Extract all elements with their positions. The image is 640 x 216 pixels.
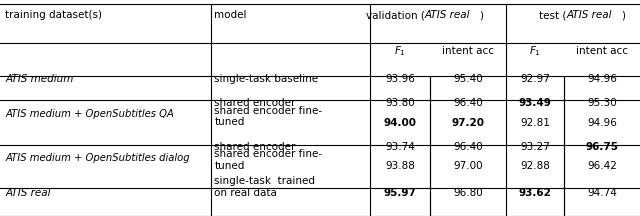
Text: 97.00: 97.00 — [453, 161, 483, 171]
Text: 94.96: 94.96 — [588, 118, 617, 128]
Text: 94.00: 94.00 — [383, 118, 417, 128]
Text: 94.74: 94.74 — [588, 188, 617, 198]
Text: 93.49: 93.49 — [518, 98, 552, 108]
Text: validation (: validation ( — [366, 10, 425, 20]
Text: 92.81: 92.81 — [520, 118, 550, 128]
Text: $F_1$: $F_1$ — [529, 44, 541, 58]
Text: ): ) — [621, 10, 625, 20]
Text: ): ) — [479, 10, 483, 20]
Text: 94.96: 94.96 — [588, 74, 617, 84]
Text: 93.27: 93.27 — [520, 142, 550, 152]
Text: intent acc: intent acc — [442, 46, 494, 56]
Text: ATIS medium + OpenSubtitles QA: ATIS medium + OpenSubtitles QA — [5, 109, 174, 119]
Text: shared encoder: shared encoder — [214, 142, 296, 152]
Text: 92.88: 92.88 — [520, 161, 550, 171]
Text: 92.97: 92.97 — [520, 74, 550, 84]
Text: single-task  trained
on real data: single-task trained on real data — [214, 176, 316, 198]
Text: test (: test ( — [539, 10, 566, 20]
Text: 96.75: 96.75 — [586, 142, 619, 152]
Text: 93.80: 93.80 — [385, 98, 415, 108]
Text: single-task baseline: single-task baseline — [214, 74, 319, 84]
Text: 93.74: 93.74 — [385, 142, 415, 152]
Text: 97.20: 97.20 — [451, 118, 484, 128]
Text: shared encoder: shared encoder — [214, 98, 296, 108]
Text: 95.97: 95.97 — [383, 188, 417, 198]
Text: model: model — [214, 10, 247, 20]
Text: 93.62: 93.62 — [518, 188, 552, 198]
Text: ATIS medium: ATIS medium — [5, 74, 74, 84]
Text: ATIS real: ATIS real — [5, 188, 51, 198]
Text: training dataset(s): training dataset(s) — [5, 10, 102, 20]
Text: shared encoder fine-
tuned: shared encoder fine- tuned — [214, 149, 323, 171]
Text: $F_1$: $F_1$ — [394, 44, 406, 58]
Text: ATIS medium + OpenSubtitles dialog: ATIS medium + OpenSubtitles dialog — [5, 153, 189, 163]
Text: shared encoder fine-
tuned: shared encoder fine- tuned — [214, 105, 323, 127]
Text: 96.42: 96.42 — [588, 161, 617, 171]
Text: 93.88: 93.88 — [385, 161, 415, 171]
Text: 96.40: 96.40 — [453, 98, 483, 108]
Text: 95.30: 95.30 — [588, 98, 617, 108]
Text: ATIS real: ATIS real — [566, 10, 612, 20]
Text: 96.40: 96.40 — [453, 142, 483, 152]
Text: intent acc: intent acc — [576, 46, 628, 56]
Text: 95.40: 95.40 — [453, 74, 483, 84]
Text: ATIS real: ATIS real — [425, 10, 470, 20]
Text: 93.96: 93.96 — [385, 74, 415, 84]
Text: 96.80: 96.80 — [453, 188, 483, 198]
